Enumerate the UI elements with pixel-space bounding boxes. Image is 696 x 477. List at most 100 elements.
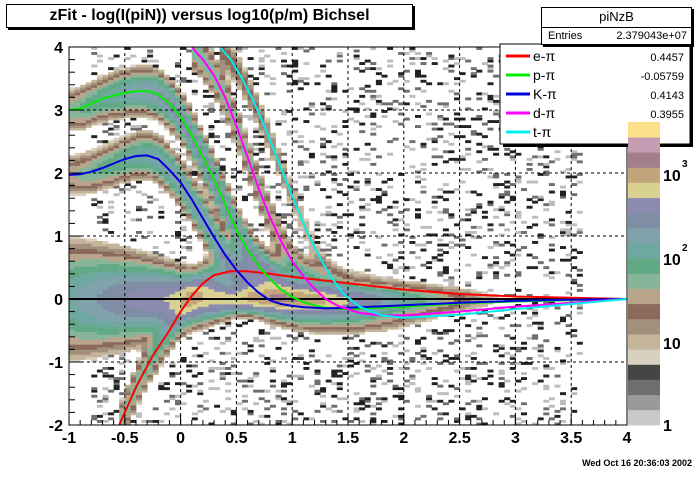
heat-cell: [180, 225, 187, 229]
heat-cell: [175, 210, 181, 214]
heat-cell: [264, 253, 271, 257]
heat-cell: [102, 180, 109, 184]
heat-cell: [202, 326, 209, 330]
heat-cell: [342, 152, 349, 156]
heat-cell: [180, 319, 187, 323]
heat-cell: [186, 291, 193, 295]
heat-cell: [74, 344, 81, 348]
heat-cell: [85, 321, 92, 325]
heat-cell: [320, 286, 327, 290]
heat-cell: [208, 210, 215, 214]
heat-cell: [448, 246, 455, 249]
heat-cell: [353, 110, 360, 113]
heat-cell: [348, 321, 354, 325]
heat-cell: [124, 329, 131, 333]
heat-cell: [214, 238, 221, 242]
heat-cell: [141, 165, 148, 169]
heat-cell: [175, 157, 181, 161]
heat-cell: [442, 329, 449, 333]
heat-cell: [202, 198, 209, 202]
heat-cell: [202, 253, 209, 257]
heat-cell: [281, 314, 287, 317]
heat-cell: [219, 180, 226, 184]
heat-cell: [102, 258, 109, 262]
heat-cell: [169, 266, 176, 270]
heat-cell: [230, 215, 237, 219]
heat-cell: [169, 160, 176, 164]
heat-cell: [258, 263, 265, 267]
heat-cell: [403, 399, 410, 403]
heat-cell: [275, 299, 282, 302]
heat-cell: [353, 309, 360, 312]
heat-cell: [214, 367, 221, 370]
heat-cell: [208, 218, 215, 222]
heat-cell: [275, 268, 282, 272]
heat-cell: [214, 157, 221, 161]
heat-cell: [258, 150, 265, 154]
heat-cell: [214, 276, 221, 280]
heat-cell: [113, 248, 120, 252]
heat-cell: [225, 263, 232, 267]
heat-cell: [208, 225, 215, 229]
heat-cell: [381, 291, 388, 295]
heat-cell: [269, 283, 276, 287]
heat-cell: [136, 399, 142, 403]
heat-cell: [325, 273, 332, 277]
heat-cell: [387, 326, 394, 330]
heat-cell: [191, 384, 198, 388]
heat-cell: [247, 314, 254, 317]
heat-cell: [175, 162, 181, 166]
heat-cell: [74, 168, 81, 171]
heat-cell: [80, 170, 87, 174]
heat-cell: [375, 286, 382, 290]
heat-cell: [225, 94, 232, 98]
heat-cell: [197, 162, 204, 166]
heat-cell: [175, 288, 181, 292]
heat-cell: [102, 271, 109, 275]
heat-cell: [437, 399, 444, 403]
heat-cell: [225, 74, 232, 78]
heat-cell: [359, 314, 366, 317]
heat-cell: [91, 417, 98, 421]
heat-cell: [348, 311, 354, 315]
heat-cell: [163, 304, 170, 307]
heat-cell: [108, 122, 115, 126]
heat-cell: [130, 261, 137, 265]
heat-cell: [325, 309, 332, 312]
heat-cell: [281, 357, 287, 360]
heat-cell: [202, 324, 209, 328]
heat-cell: [202, 67, 209, 71]
heat-cell: [247, 241, 254, 244]
heat-cell: [74, 263, 81, 267]
heat-cell: [264, 213, 271, 217]
heat-cell: [247, 147, 254, 151]
heat-cell: [258, 110, 265, 113]
heat-cell: [325, 276, 332, 280]
heat-cell: [437, 253, 444, 257]
heat-cell: [303, 233, 310, 237]
heat-cell: [398, 407, 405, 411]
heat-cell: [152, 314, 159, 317]
heat-cell: [80, 299, 87, 302]
heat-cell: [320, 253, 327, 257]
heat-cell: [136, 107, 142, 111]
heat-cell: [124, 311, 131, 315]
heat-cell: [292, 198, 299, 202]
heat-cell: [214, 52, 221, 55]
heat-cell: [415, 321, 421, 325]
heat-cell: [320, 223, 327, 227]
heat-cell: [375, 407, 382, 411]
heat-cell: [108, 288, 115, 292]
heat-cell: [69, 278, 75, 282]
heat-cell: [214, 283, 221, 287]
heat-cell: [398, 210, 405, 214]
heat-cell: [197, 67, 204, 71]
heat-cell: [236, 218, 243, 222]
heat-cell: [113, 137, 120, 141]
heat-cell: [247, 304, 254, 307]
heat-cell: [80, 346, 87, 350]
heat-cell: [247, 150, 254, 154]
heat-cell: [96, 145, 103, 149]
heat-cell: [74, 288, 81, 292]
heat-cell: [292, 329, 299, 333]
